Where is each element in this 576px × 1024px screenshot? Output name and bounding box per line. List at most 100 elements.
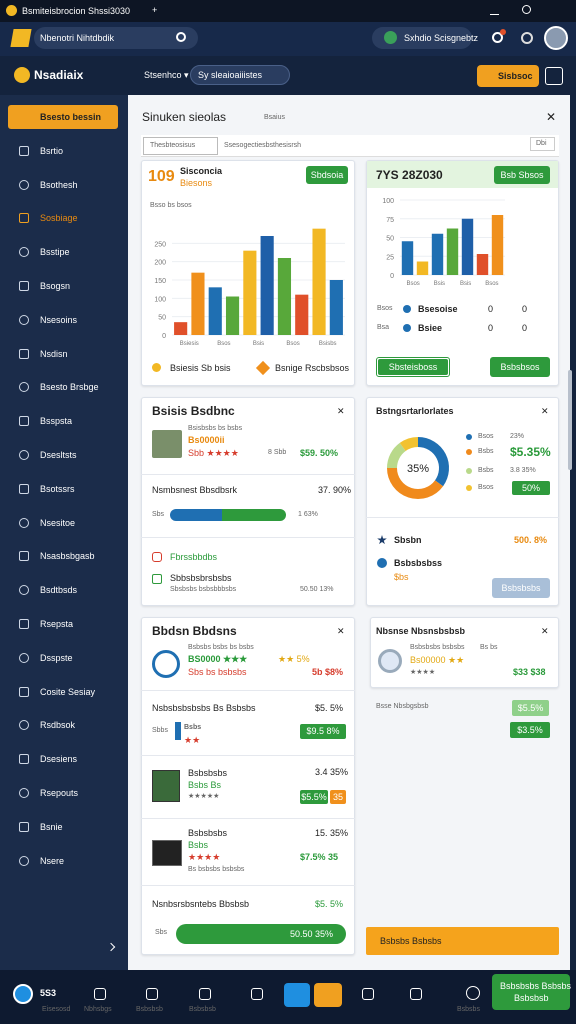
footer: 50.50 35% bbox=[290, 929, 334, 939]
sidebar-icon[interactable] bbox=[19, 619, 29, 629]
sidebar-icon[interactable] bbox=[19, 686, 29, 697]
avatar[interactable] bbox=[544, 26, 568, 50]
sidebar-icon[interactable] bbox=[19, 213, 29, 224]
y-tick-label: 250 bbox=[154, 241, 166, 248]
items: Dsspste bbox=[40, 652, 73, 663]
item: $33 $38 bbox=[513, 667, 546, 677]
close: ✕ bbox=[541, 626, 549, 636]
section: Bsbs bbox=[184, 724, 202, 731]
window-bar bbox=[0, 0, 576, 22]
sidebar-icon[interactable] bbox=[19, 145, 29, 156]
card-button[interactable] bbox=[492, 578, 550, 598]
y-tick-label: 0 bbox=[390, 273, 394, 280]
taskbar-icon[interactable] bbox=[466, 986, 480, 1000]
search-box[interactable] bbox=[34, 27, 198, 49]
x-tick-label: Bsisbs bbox=[319, 341, 337, 347]
sidebar-icon[interactable] bbox=[19, 450, 29, 460]
footer: Nsnbsrsbsntebs Bbsbsb bbox=[152, 899, 250, 909]
item3: 15. 35% bbox=[315, 828, 349, 838]
progress-value: 37. 90% bbox=[318, 485, 352, 495]
filter-icon[interactable] bbox=[545, 67, 563, 85]
divider bbox=[366, 517, 559, 518]
sidebar-icon[interactable] bbox=[19, 788, 29, 798]
sidebar-icon[interactable] bbox=[19, 483, 29, 494]
section: ★★ bbox=[184, 735, 201, 745]
sidebar-icon[interactable] bbox=[19, 754, 29, 765]
item-icon bbox=[378, 649, 402, 673]
taskbar-icon[interactable] bbox=[13, 984, 33, 1004]
taskbar-icon[interactable] bbox=[199, 988, 211, 1000]
taskbar-icon[interactable] bbox=[146, 988, 158, 1000]
footer: $5. 5% bbox=[315, 899, 344, 909]
action-button[interactable] bbox=[366, 927, 559, 955]
sidebar-icon[interactable] bbox=[19, 382, 29, 393]
y-tick-label: 100 bbox=[154, 296, 166, 303]
card-button[interactable] bbox=[490, 357, 550, 377]
items: Cosite Sesiay bbox=[40, 686, 96, 697]
sidebar-active[interactable] bbox=[8, 105, 118, 129]
sidebar-icon[interactable] bbox=[19, 821, 29, 832]
bar bbox=[416, 261, 429, 275]
sidebar-icon[interactable] bbox=[19, 720, 29, 731]
item3: Bs bsbsbs bsbsbs bbox=[188, 866, 245, 873]
taskbar-icon[interactable] bbox=[410, 988, 422, 1000]
item: Sbb ★★★★ bbox=[188, 448, 239, 458]
sidebar-icon[interactable] bbox=[19, 652, 29, 663]
items: Nsesoins bbox=[40, 314, 78, 325]
sidebar-icon[interactable] bbox=[19, 348, 29, 359]
items: Bsothesh bbox=[40, 179, 78, 190]
y-tick-label: 50 bbox=[158, 315, 166, 322]
notification-icon[interactable] bbox=[492, 32, 503, 43]
sidebar-icon[interactable] bbox=[19, 551, 29, 562]
minimize-button[interactable] bbox=[490, 6, 499, 15]
sidebar-icon[interactable] bbox=[19, 281, 29, 291]
sidebar-icon[interactable] bbox=[19, 179, 29, 190]
labels: Bsbsbsb bbox=[136, 1006, 163, 1013]
item1: ★★ 5% bbox=[278, 654, 310, 664]
maximize-button[interactable] bbox=[522, 5, 531, 14]
title: 7YS 28Z030 bbox=[376, 168, 443, 182]
thumbnail bbox=[152, 770, 180, 802]
sidebar-icon[interactable] bbox=[19, 314, 29, 325]
settings-icon[interactable] bbox=[521, 32, 533, 44]
tab-small[interactable] bbox=[530, 137, 555, 151]
sidebar-icon[interactable] bbox=[19, 585, 29, 596]
taskbar-icon[interactable] bbox=[314, 983, 342, 1007]
y-tick-label: 100 bbox=[382, 198, 394, 205]
card-button[interactable] bbox=[306, 166, 348, 184]
items: Rsdbsok bbox=[40, 720, 76, 731]
section: $5. 5% bbox=[315, 703, 344, 713]
bar bbox=[446, 228, 459, 275]
taskbar-icon[interactable] bbox=[94, 988, 106, 1000]
card-button[interactable] bbox=[494, 166, 550, 184]
legend-dot bbox=[466, 485, 472, 491]
sidebar-icon[interactable] bbox=[19, 855, 29, 866]
rows: Bsos bbox=[377, 305, 393, 312]
item-icon bbox=[175, 722, 181, 740]
item: Bs00000 ★★ bbox=[410, 655, 465, 665]
rows: Bsbsbsbss bbox=[394, 558, 443, 568]
action-button[interactable] bbox=[477, 65, 539, 87]
item: ★★★★ bbox=[410, 669, 436, 676]
taskbar-button[interactable] bbox=[492, 974, 570, 1010]
items: Bsotssrs bbox=[40, 483, 75, 494]
sidebar bbox=[0, 95, 128, 970]
close: ✕ bbox=[541, 406, 549, 416]
sidebar-icon[interactable] bbox=[19, 517, 29, 528]
filter-button[interactable] bbox=[190, 65, 290, 85]
caption: Bsso bs bsos bbox=[150, 202, 192, 209]
taskbar-icon[interactable] bbox=[251, 988, 263, 1000]
search-icon[interactable] bbox=[176, 32, 186, 42]
taskbar-icon[interactable] bbox=[362, 988, 374, 1000]
action: Bsbsbs Bsbsbs bbox=[380, 936, 442, 946]
sidebar-icon[interactable] bbox=[19, 416, 29, 427]
bar bbox=[174, 322, 188, 335]
donut-segment bbox=[387, 467, 444, 499]
sidebar-icon[interactable] bbox=[19, 247, 29, 258]
items: Nsere bbox=[40, 855, 65, 866]
tab-active[interactable] bbox=[143, 137, 218, 155]
rows: $bs bbox=[394, 572, 409, 582]
item3: ★★★★ bbox=[188, 852, 221, 862]
taskbar-icon[interactable] bbox=[284, 983, 310, 1007]
user-chip[interactable] bbox=[372, 27, 472, 49]
